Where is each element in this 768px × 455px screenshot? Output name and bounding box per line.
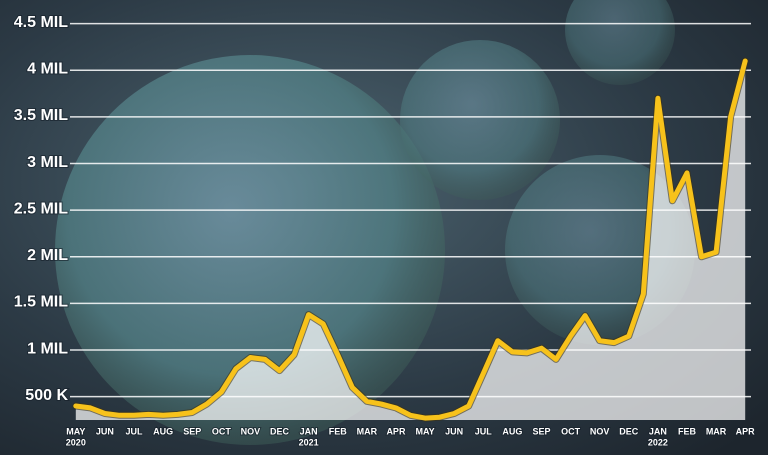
y-tick-label: 1.5 MIL [14,294,68,311]
y-tick-label: 1 MIL [27,340,68,357]
y-tick-label: 4 MIL [27,60,68,77]
x-tick-label: JAN [649,426,667,436]
x-tick-label: SEP [183,426,201,436]
x-year-label: 2020 [66,437,86,447]
x-tick-label: NOV [241,426,261,436]
x-tick-label: APR [736,426,756,436]
x-tick-label: OCT [212,426,232,436]
x-tick-label: SEP [532,426,550,436]
x-tick-label: OCT [561,426,581,436]
x-tick-label: JUL [126,426,144,436]
x-tick-label: AUG [153,426,173,436]
x-tick-label: JUL [475,426,493,436]
x-tick-label: FEB [329,426,348,436]
plot [72,57,749,422]
y-tick-label: 500 K [25,387,68,404]
line [73,58,748,421]
y-tick-label: 3.5 MIL [14,107,68,124]
x-tick-label: DEC [270,426,290,436]
y-tick-label: 2 MIL [27,247,68,264]
virus-image [400,40,560,200]
x-tick-label: NOV [590,426,610,436]
labels: 500 K 1 MIL 1.5 MIL 2 MIL 2.5 MIL 3 MIL 3.5 MI… [13,13,756,449]
x-tick-label: MAY [415,426,434,436]
x-year-label: 2021 [299,437,319,447]
x-tick-label: JUN [445,426,463,436]
y-tick-label: 2.5 MIL [14,200,68,217]
y-tick-label: 4.5 MIL [14,14,68,31]
x-tick-label: MAY [66,426,85,436]
x-year-label: 2022 [648,437,668,447]
x-tick-label: AUG [502,426,522,436]
x-tick-label: JUN [96,426,114,436]
virus-image [55,55,445,445]
x-tick-label: MAR [357,426,378,436]
x-tick-label: FEB [678,426,697,436]
x-tick-label: JAN [300,426,318,436]
virus-image [565,0,675,85]
x-tick-label: DEC [619,426,639,436]
y-tick-label: 3 MIL [27,154,68,171]
x-tick-label: APR [386,426,406,436]
x-tick-label: MAR [706,426,727,436]
